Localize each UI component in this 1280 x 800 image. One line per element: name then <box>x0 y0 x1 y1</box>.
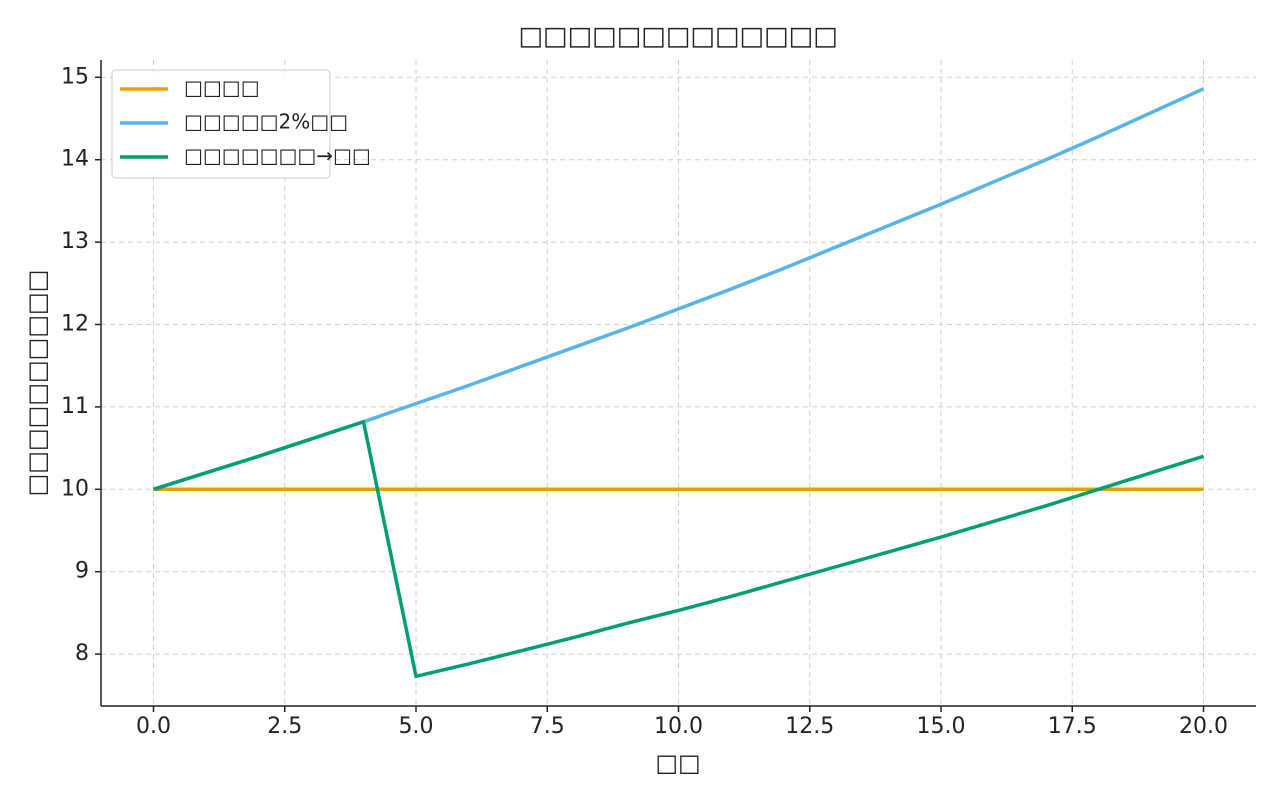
legend-label: □□□□ <box>184 76 260 100</box>
legend-box <box>111 69 331 179</box>
legend-label: □□□□□□□→□□ <box>184 144 371 168</box>
data-line <box>152 419 1205 679</box>
x-tick-label: 2.5 <box>267 714 302 739</box>
y-tick-label: 15 <box>61 64 89 89</box>
y-tick-label: 9 <box>75 559 89 584</box>
y-tick-label: 14 <box>61 147 89 172</box>
x-tick-label: 17.5 <box>1048 714 1097 739</box>
x-tick-label: 15.0 <box>917 714 966 739</box>
x-tick-label: 7.5 <box>530 714 565 739</box>
x-tick-label: 0.0 <box>136 714 171 739</box>
chart-title: □□□□□□□□□□□□□ <box>518 22 837 52</box>
y-tick-label: 12 <box>61 311 89 336</box>
x-axis-label: □□ <box>655 749 700 777</box>
x-tick-label: 5.0 <box>399 714 434 739</box>
x-tick-label: 10.0 <box>654 714 703 739</box>
x-tick-label: 12.5 <box>785 714 834 739</box>
y-tick-label: 11 <box>61 394 89 419</box>
legend-label: □□□□□2%□□ <box>184 110 348 134</box>
y-tick-label: 10 <box>61 476 89 501</box>
x-tick-label: 20.0 <box>1179 714 1228 739</box>
y-tick-label: 13 <box>61 229 89 254</box>
y-tick-label: 8 <box>75 641 89 666</box>
y-axis-label: □□□□□□□□□□ <box>23 270 51 497</box>
